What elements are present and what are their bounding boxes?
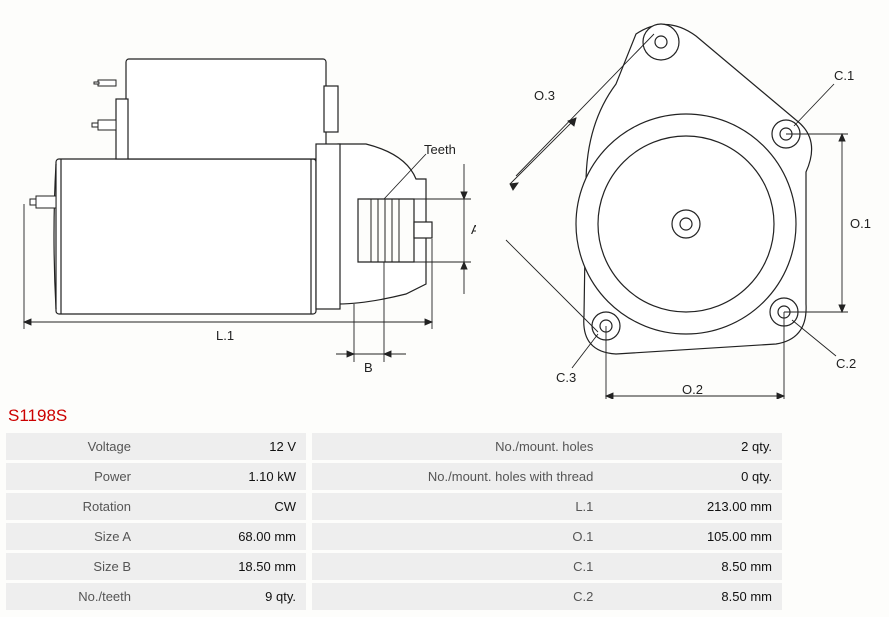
spec-label: Rotation — [6, 493, 141, 520]
spec-row: Voltage12 V — [6, 433, 306, 460]
spec-label: No./mount. holes with thread — [312, 463, 603, 490]
spec-value: 8.50 mm — [603, 583, 782, 610]
label-B: B — [364, 360, 373, 375]
spec-label: Voltage — [6, 433, 141, 460]
spec-label: Size B — [6, 553, 141, 580]
spec-label: C.2 — [312, 583, 603, 610]
spec-label: C.1 — [312, 553, 603, 580]
spec-tables: Voltage12 VPower1.10 kWRotationCWSize A6… — [6, 430, 883, 613]
side-view-diagram: Teeth A B — [6, 4, 476, 404]
spec-row: O.1105.00 mm — [312, 523, 782, 550]
spec-value: 68.00 mm — [141, 523, 306, 550]
spec-label: No./teeth — [6, 583, 141, 610]
spec-label: Size A — [6, 523, 141, 550]
spec-label: O.1 — [312, 523, 603, 550]
spec-label: Power — [6, 463, 141, 490]
label-C2: C.2 — [836, 356, 856, 371]
label-L1: L.1 — [216, 328, 234, 343]
diagram-area: Teeth A B — [6, 4, 883, 404]
spec-value: 105.00 mm — [603, 523, 782, 550]
spec-value: 18.50 mm — [141, 553, 306, 580]
spec-row: RotationCW — [6, 493, 306, 520]
spec-row: No./teeth9 qty. — [6, 583, 306, 610]
label-O3: O.3 — [534, 88, 555, 103]
spec-row: C.18.50 mm — [312, 553, 782, 580]
label-O2-real: O.2 — [682, 382, 703, 397]
label-teeth: Teeth — [424, 142, 456, 157]
spec-row: No./mount. holes2 qty. — [312, 433, 782, 460]
spec-row: L.1213.00 mm — [312, 493, 782, 520]
spec-table-right: No./mount. holes2 qty.No./mount. holes w… — [312, 430, 782, 613]
spec-value: 9 qty. — [141, 583, 306, 610]
part-number: S1198S — [8, 406, 883, 426]
spec-row: Size B18.50 mm — [6, 553, 306, 580]
front-view-diagram: O.3 O.1 O.2 O.2 — [486, 4, 886, 404]
spec-value: 213.00 mm — [603, 493, 782, 520]
label-C1: C.1 — [834, 68, 854, 83]
spec-row: No./mount. holes with thread0 qty. — [312, 463, 782, 490]
spec-table-left: Voltage12 VPower1.10 kWRotationCWSize A6… — [6, 430, 306, 613]
spec-value: 2 qty. — [603, 433, 782, 460]
label-A: A — [471, 222, 476, 237]
spec-label: No./mount. holes — [312, 433, 603, 460]
spec-value: 12 V — [141, 433, 306, 460]
spec-value: 8.50 mm — [603, 553, 782, 580]
label-O1: O.1 — [850, 216, 871, 231]
spec-value: 1.10 kW — [141, 463, 306, 490]
spec-value: CW — [141, 493, 306, 520]
spec-row: Power1.10 kW — [6, 463, 306, 490]
spec-row: Size A68.00 mm — [6, 523, 306, 550]
spec-value: 0 qty. — [603, 463, 782, 490]
spec-label: L.1 — [312, 493, 603, 520]
spec-row: C.28.50 mm — [312, 583, 782, 610]
label-C3: C.3 — [556, 370, 576, 385]
